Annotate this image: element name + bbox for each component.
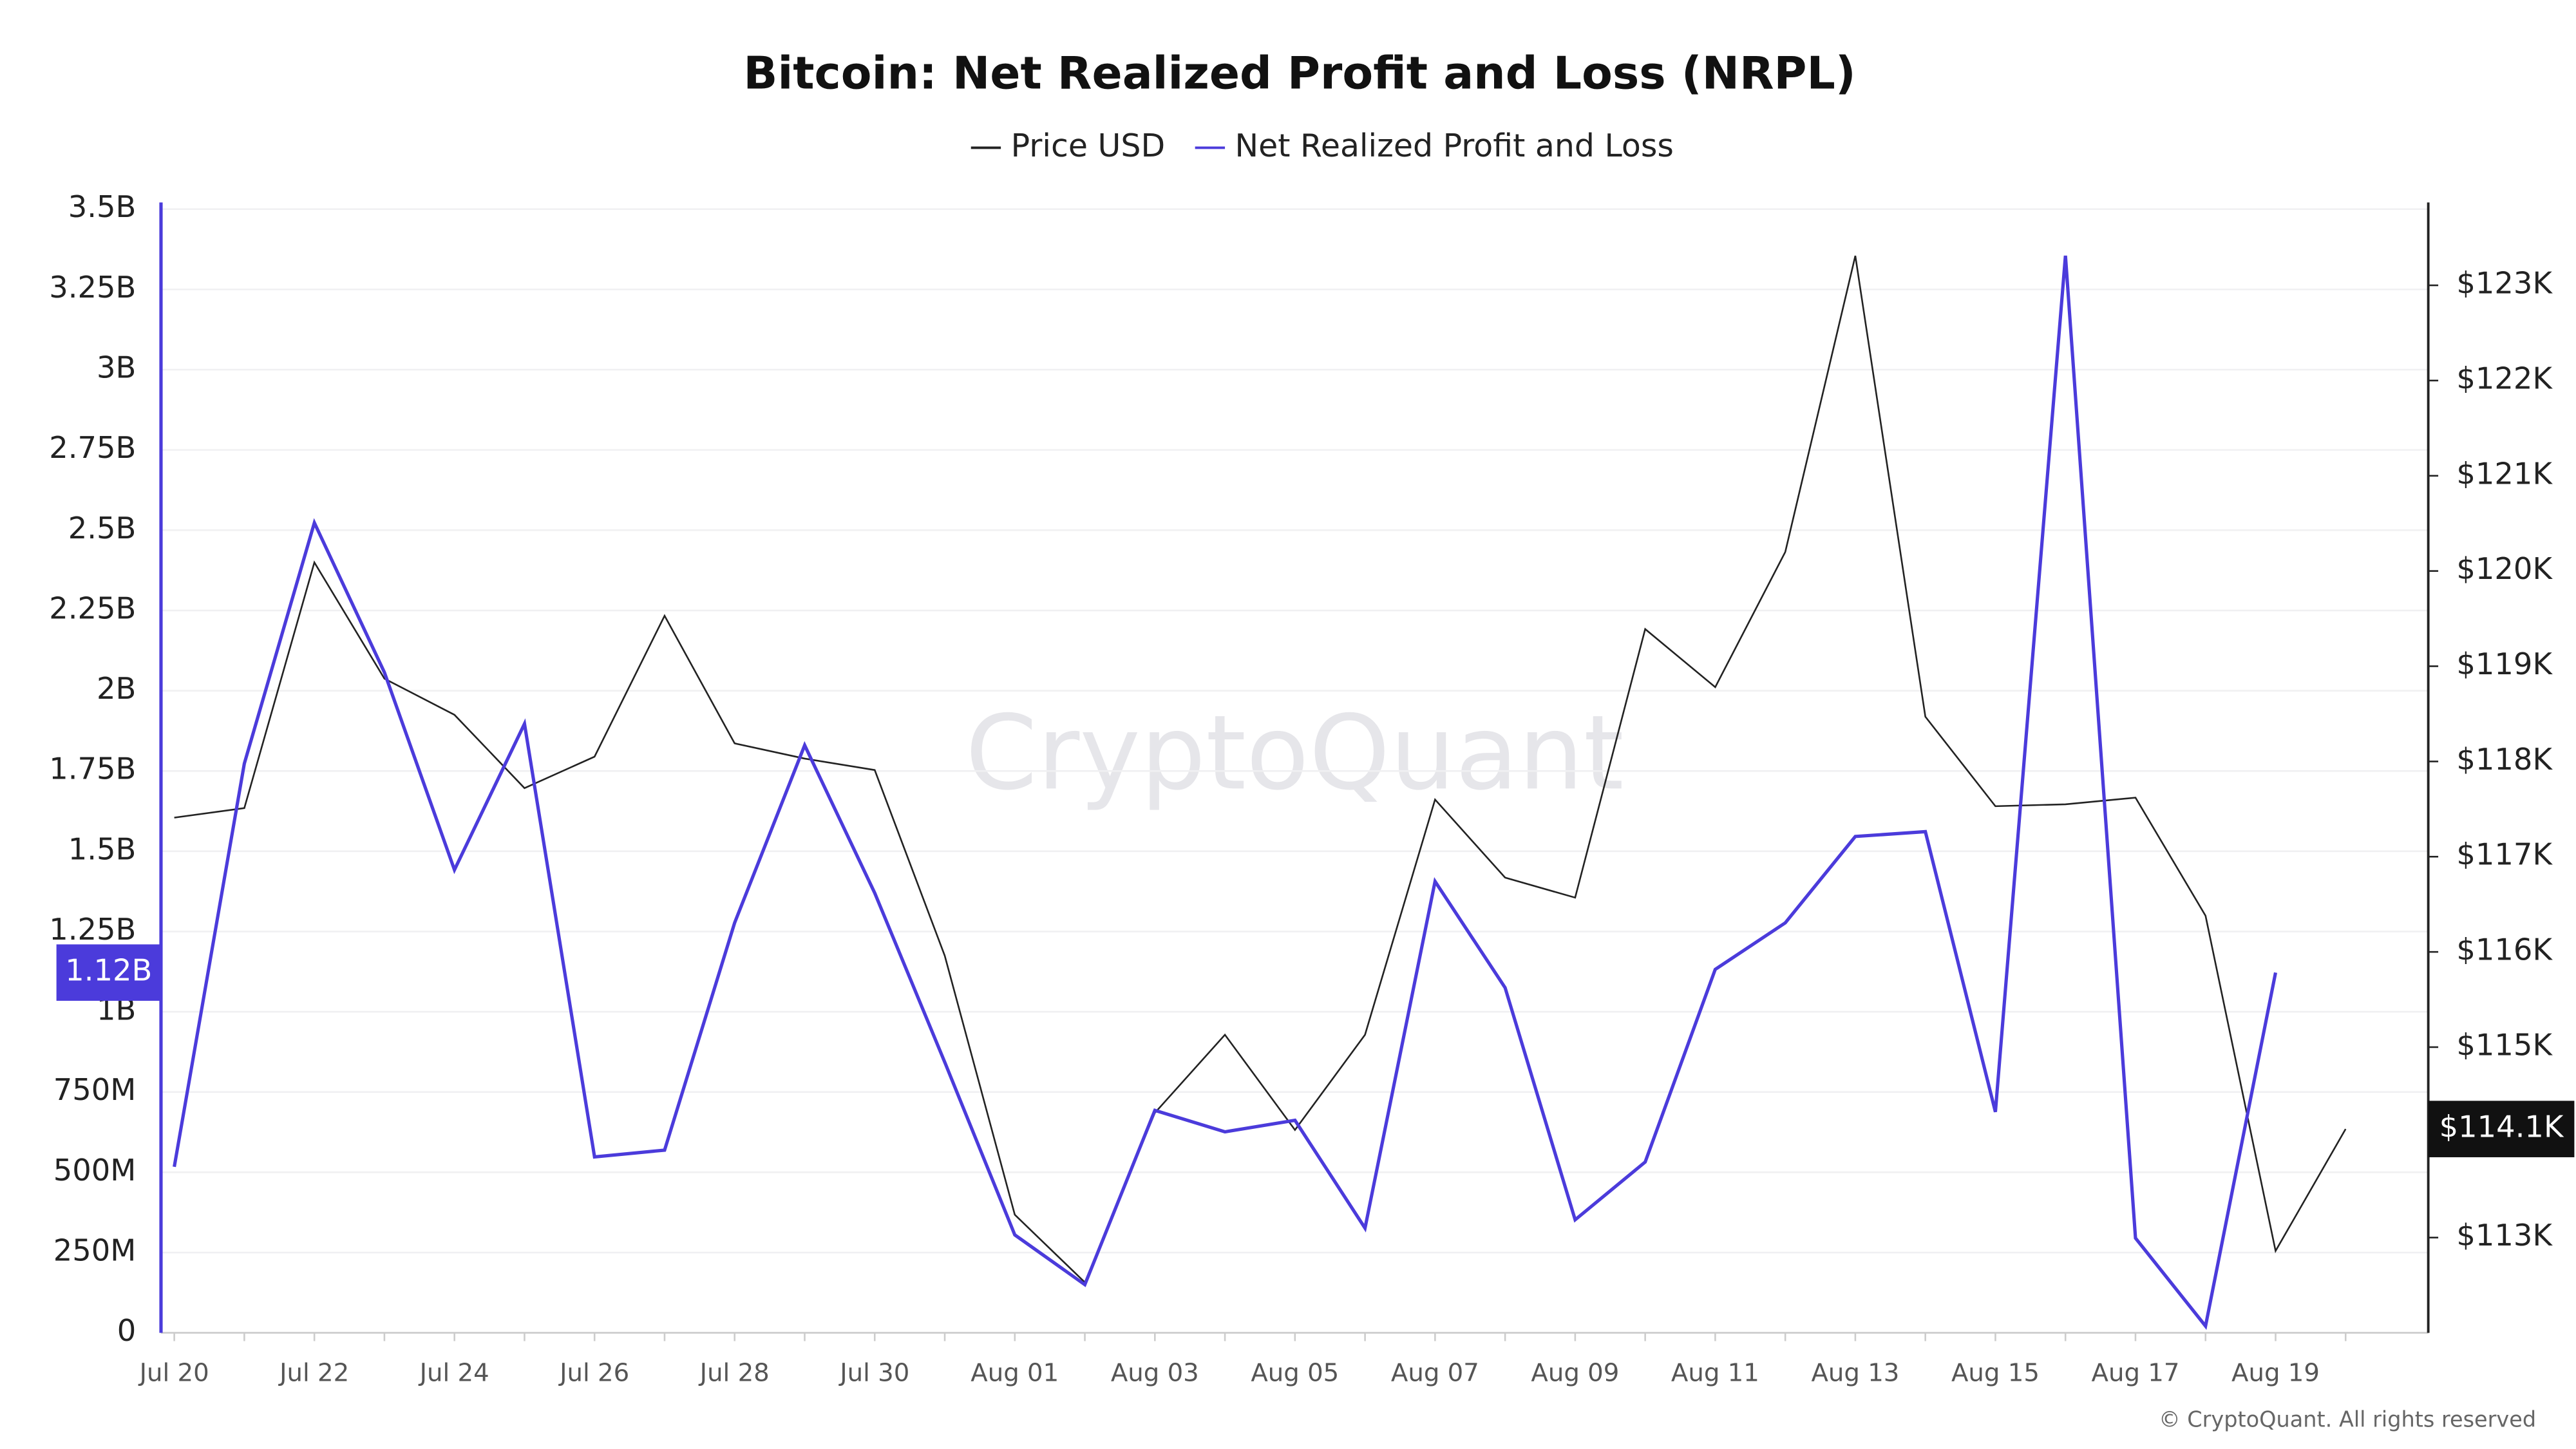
y-tick-label: 1.25B [49,912,136,947]
y-tick-label: 2.75B [49,430,136,465]
y-tick-label: 750M [53,1072,137,1107]
value-label: $114.1K [2439,1110,2564,1144]
x-tick-label: Jul 26 [558,1359,629,1388]
x-tick-label: Aug 15 [1951,1359,2040,1388]
y2-tick-label: $119K [2456,647,2553,681]
x-tick-label: Jul 30 [838,1359,909,1388]
x-tick-label: Aug 13 [1811,1359,1899,1388]
series-line [174,255,2347,1284]
y2-tick-label: $113K [2456,1218,2553,1253]
y2-tick-label: $120K [2456,551,2553,586]
value-label: 1.12B [65,953,152,988]
x-tick-label: Aug 19 [2231,1359,2320,1388]
y-tick-label: 3.25B [49,270,136,305]
x-tick-label: Jul 24 [419,1359,489,1388]
y-tick-label: 250M [53,1233,137,1267]
x-tick-label: Jul 20 [138,1359,209,1388]
x-tick-label: Aug 01 [971,1359,1059,1388]
chart-title: Bitcoin: Net Realized Profit and Loss (N… [743,48,1855,100]
x-tick-label: Aug 03 [1111,1359,1199,1388]
series-line [173,255,2278,1331]
y-tick-label: 2B [97,671,136,706]
value-badge [56,944,161,1001]
legend-label: Price USD [1011,128,1166,164]
value-badge [2428,1101,2575,1157]
y2-tick-label: $122K [2456,361,2553,395]
x-tick-label: Aug 07 [1391,1359,1479,1388]
y-tick-label: 1.75B [49,752,136,786]
y2-tick-label: $115K [2456,1027,2553,1062]
x-tick-label: Aug 05 [1251,1359,1339,1388]
x-tick-label: Aug 11 [1671,1359,1759,1388]
y-tick-label: 3B [97,350,136,385]
footer: © CryptoQuant. All rights reserved [2159,1407,2536,1432]
y-tick-label: 1.5B [68,831,137,866]
y-tick-label: 2.25B [49,591,136,625]
x-tick-label: Jul 22 [278,1359,349,1388]
y-tick-label: 500M [53,1153,137,1188]
y-tick-label: 2.5B [68,511,137,545]
y-tick-label: 0 [117,1313,137,1348]
y2-tick-label: $121K [2456,456,2553,491]
y2-tick-label: $116K [2456,933,2553,967]
x-tick-label: Aug 09 [1531,1359,1619,1388]
y-tick-label: 3.5B [68,189,137,224]
x-tick-label: Aug 17 [2092,1359,2180,1388]
y2-tick-label: $118K [2456,742,2553,777]
y2-tick-label: $123K [2456,266,2553,301]
watermark: CryptoQuant [965,693,1624,813]
y2-tick-label: $117K [2456,837,2553,872]
x-tick-label: Jul 28 [699,1359,770,1388]
legend-label: Net Realized Profit and Loss [1235,128,1674,164]
